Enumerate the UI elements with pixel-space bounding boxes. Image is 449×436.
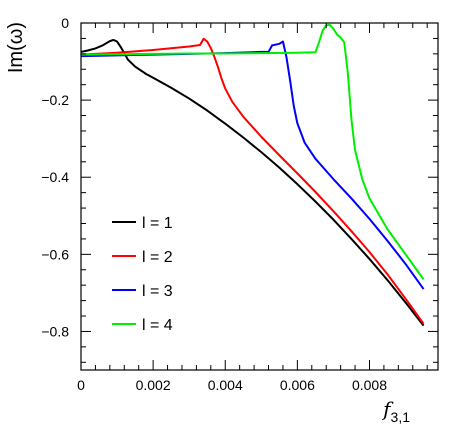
x-tick-label: 0: [77, 377, 85, 393]
x-tick-label: 0.004: [208, 377, 243, 393]
x-axis-title: f3,1: [381, 397, 410, 425]
legend: l = 1 l = 2 l = 3 l = 4: [112, 215, 173, 334]
y-axis-title: Im(ω): [5, 22, 27, 73]
tick-labels-layer: 0 0.002 0.004 0.006 0.008 0 −0.2 −0.4 −0.6 −0.8: [41, 15, 387, 393]
x-axis-title-subscript: 3,1: [391, 409, 411, 425]
series-line-l-2: [80, 37, 425, 325]
x-tick-label: 0.002: [136, 377, 171, 393]
series-line-l-4: [80, 23, 425, 280]
ticks-layer: [80, 22, 438, 370]
y-tick-label: −0.6: [41, 246, 69, 262]
y-tick-label: −0.2: [41, 92, 69, 108]
legend-label-l-4: l = 4: [142, 317, 173, 334]
x-tick-label: 0.008: [352, 377, 387, 393]
y-tick-label: −0.4: [41, 169, 69, 185]
y-tick-label: −0.8: [41, 323, 69, 339]
series-line-l-3: [80, 40, 425, 290]
x-tick-label: 0.006: [280, 377, 315, 393]
y-tick-label: 0: [61, 15, 69, 31]
legend-label-l-1: l = 1: [142, 215, 173, 232]
series-layer: [80, 23, 425, 327]
legend-label-l-2: l = 2: [142, 249, 173, 266]
plot-frame: [80, 22, 439, 371]
legend-label-l-3: l = 3: [142, 283, 173, 300]
series-line-l-1: [80, 38, 425, 327]
